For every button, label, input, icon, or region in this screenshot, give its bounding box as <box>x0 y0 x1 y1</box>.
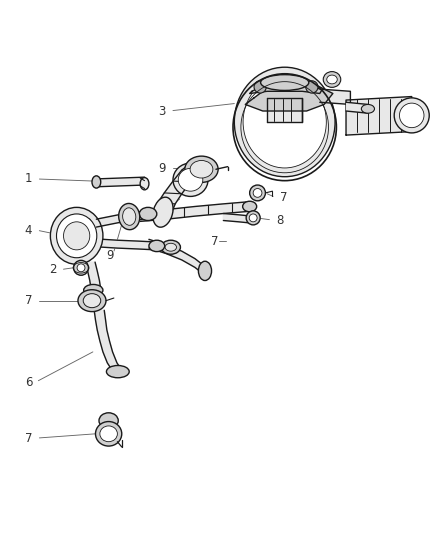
Ellipse shape <box>178 168 203 191</box>
Polygon shape <box>320 89 350 104</box>
Ellipse shape <box>394 98 429 133</box>
Ellipse shape <box>198 261 212 280</box>
Polygon shape <box>94 310 123 372</box>
Ellipse shape <box>243 76 326 168</box>
Text: 4: 4 <box>25 224 32 237</box>
Ellipse shape <box>50 207 103 264</box>
Ellipse shape <box>261 75 309 91</box>
Ellipse shape <box>57 214 97 258</box>
Polygon shape <box>245 85 333 111</box>
Ellipse shape <box>64 222 90 250</box>
Ellipse shape <box>149 240 165 252</box>
Ellipse shape <box>92 176 101 188</box>
Ellipse shape <box>84 285 103 296</box>
Ellipse shape <box>243 201 257 212</box>
Polygon shape <box>267 121 280 145</box>
Ellipse shape <box>161 240 180 254</box>
Ellipse shape <box>78 290 106 312</box>
Text: 7: 7 <box>25 294 32 307</box>
Polygon shape <box>154 163 208 213</box>
Circle shape <box>306 81 318 93</box>
Text: 3: 3 <box>159 104 166 117</box>
Text: 8: 8 <box>277 214 284 227</box>
Polygon shape <box>96 210 158 227</box>
Polygon shape <box>223 214 252 223</box>
Circle shape <box>250 185 265 201</box>
Polygon shape <box>250 83 322 93</box>
Circle shape <box>77 264 85 272</box>
Text: 9: 9 <box>158 162 166 175</box>
Ellipse shape <box>361 104 374 113</box>
Text: 1: 1 <box>25 172 32 185</box>
Polygon shape <box>96 177 145 187</box>
Ellipse shape <box>106 366 129 378</box>
Ellipse shape <box>190 160 213 178</box>
Polygon shape <box>96 239 169 251</box>
Ellipse shape <box>100 426 117 442</box>
Ellipse shape <box>139 207 157 221</box>
Text: 7: 7 <box>211 235 219 248</box>
Polygon shape <box>65 217 92 237</box>
Ellipse shape <box>234 67 335 177</box>
Circle shape <box>249 214 257 222</box>
Circle shape <box>253 189 262 197</box>
Ellipse shape <box>83 294 101 308</box>
Polygon shape <box>85 262 101 289</box>
Ellipse shape <box>399 103 424 128</box>
Polygon shape <box>267 98 302 122</box>
Circle shape <box>246 211 260 225</box>
Ellipse shape <box>165 243 177 251</box>
Polygon shape <box>346 102 368 113</box>
Polygon shape <box>140 201 250 221</box>
Ellipse shape <box>173 163 208 197</box>
Ellipse shape <box>153 197 173 227</box>
Ellipse shape <box>119 204 140 230</box>
Text: 6: 6 <box>25 376 32 389</box>
Text: 7: 7 <box>280 191 288 204</box>
Polygon shape <box>346 96 412 135</box>
Ellipse shape <box>140 177 149 190</box>
Text: 5: 5 <box>158 201 165 214</box>
Ellipse shape <box>95 422 122 446</box>
Ellipse shape <box>99 413 118 429</box>
Ellipse shape <box>323 71 341 87</box>
Text: 2: 2 <box>49 263 57 276</box>
Ellipse shape <box>327 75 337 84</box>
Ellipse shape <box>123 208 136 225</box>
Polygon shape <box>149 239 205 275</box>
Circle shape <box>254 81 266 93</box>
Ellipse shape <box>185 156 218 182</box>
Ellipse shape <box>266 139 282 149</box>
Text: 7: 7 <box>25 432 32 445</box>
Circle shape <box>74 260 88 275</box>
Text: 9: 9 <box>106 248 114 262</box>
